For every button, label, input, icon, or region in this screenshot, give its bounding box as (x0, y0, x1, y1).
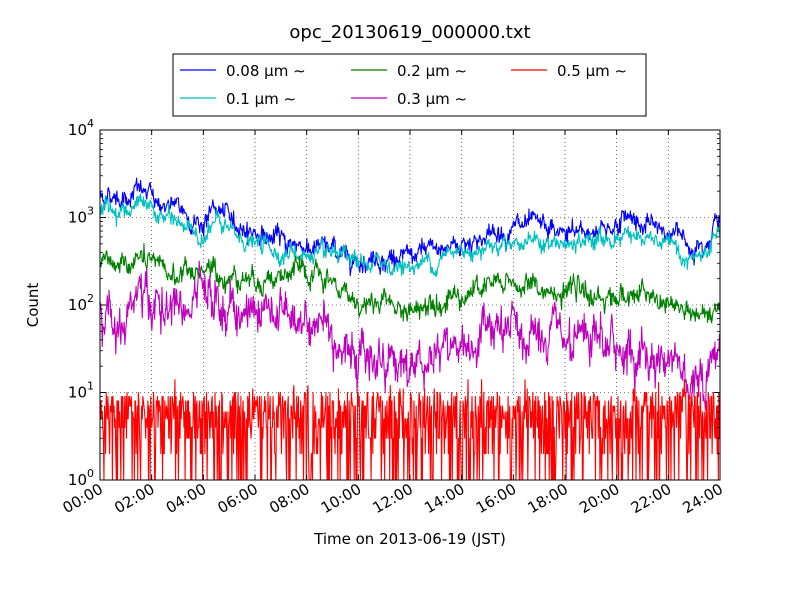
series-layer (99, 177, 721, 481)
chart-legend: 0.08 μm ∼ 0.2 μm ∼ 0.5 μm ∼ 0.1 μm ∼ 0.3 μm … (172, 53, 647, 117)
legend-frame (172, 53, 647, 117)
y-tick-label: 103 (68, 205, 94, 227)
grid-lines (100, 130, 720, 480)
y-tick-exponent: 0 (87, 467, 94, 480)
y-tick-base: 10 (68, 471, 87, 489)
series-line (99, 177, 721, 277)
series-line (99, 243, 721, 324)
y-tick-label: 104 (68, 117, 94, 139)
y-tick-label: 102 (68, 292, 94, 314)
y-axis-label: Count (24, 283, 42, 328)
y-tick-exponent: 2 (87, 292, 94, 305)
y-tick-label: 100 (68, 467, 94, 489)
y-tick-exponent: 1 (87, 380, 94, 393)
plot-area (99, 129, 721, 481)
y-tick-base: 10 (68, 384, 87, 402)
y-tick-exponent: 4 (87, 117, 94, 130)
series-line (99, 193, 721, 277)
x-axis-label: Time on 2013-06-19 (JST) (313, 530, 506, 548)
y-tick-exponent: 3 (87, 205, 94, 218)
y-tick-base: 10 (68, 209, 87, 227)
series-line (99, 260, 721, 411)
y-tick-label: 101 (68, 380, 94, 402)
axis-ticks (99, 130, 721, 481)
legend-label: 0.5 μm ∼ (557, 62, 627, 80)
series-line (99, 379, 721, 481)
legend-label: 0.1 μm ∼ (226, 90, 296, 108)
y-tick-base: 10 (68, 296, 87, 314)
legend-label: 0.08 μm ∼ (226, 62, 306, 80)
y-tick-base: 10 (68, 121, 87, 139)
legend-label: 0.3 μm ∼ (397, 90, 467, 108)
chart-title: opc_20130619_000000.txt (289, 22, 530, 43)
legend-label: 0.2 μm ∼ (397, 62, 467, 80)
